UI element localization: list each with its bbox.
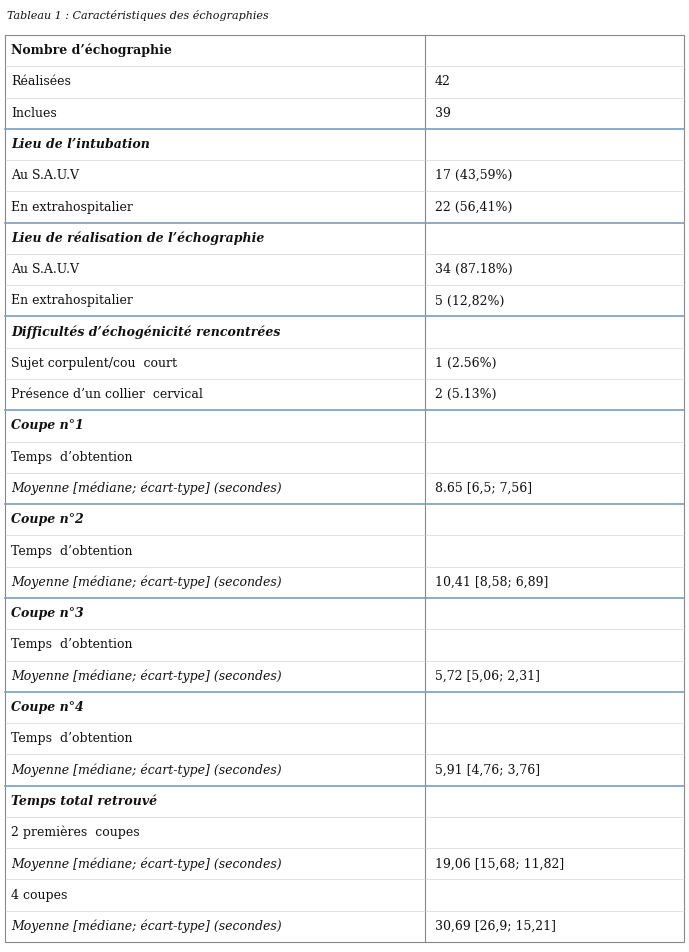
- Text: 5,91 [4,76; 3,76]: 5,91 [4,76; 3,76]: [435, 764, 540, 777]
- Text: Inclues: Inclues: [11, 107, 56, 120]
- Text: Au S.A.U.V: Au S.A.U.V: [11, 263, 79, 276]
- Text: 5,72 [5,06; 2,31]: 5,72 [5,06; 2,31]: [435, 669, 540, 683]
- Text: Nombre d’échographie: Nombre d’échographie: [11, 44, 172, 57]
- Text: Coupe n°4: Coupe n°4: [11, 701, 84, 714]
- Text: En extrahospitalier: En extrahospitalier: [11, 201, 133, 213]
- Text: Moyenne [médiane; écart-type] (secondes): Moyenne [médiane; écart-type] (secondes): [11, 764, 282, 777]
- Text: Moyenne [médiane; écart-type] (secondes): Moyenne [médiane; écart-type] (secondes): [11, 857, 282, 870]
- Text: Temps total retrouvé: Temps total retrouvé: [11, 795, 157, 808]
- Text: Temps  d’obtention: Temps d’obtention: [11, 732, 132, 745]
- Text: Difficultés d’échogénicité rencontrées: Difficultés d’échogénicité rencontrées: [11, 326, 280, 339]
- Text: Coupe n°1: Coupe n°1: [11, 420, 84, 432]
- Text: Coupe n°3: Coupe n°3: [11, 607, 84, 620]
- Text: Tableau 1 : Caractéristiques des échographies: Tableau 1 : Caractéristiques des échogra…: [7, 10, 269, 21]
- Text: 4 coupes: 4 coupes: [11, 888, 68, 902]
- Text: Sujet corpulent/cou  court: Sujet corpulent/cou court: [11, 357, 177, 370]
- Text: Moyenne [médiane; écart-type] (secondes): Moyenne [médiane; écart-type] (secondes): [11, 920, 282, 933]
- Text: Présence d’un collier  cervical: Présence d’un collier cervical: [11, 388, 203, 401]
- Text: 8.65 [6,5; 7,56]: 8.65 [6,5; 7,56]: [435, 482, 532, 495]
- Text: Temps  d’obtention: Temps d’obtention: [11, 450, 132, 464]
- Text: Lieu de l’intubation: Lieu de l’intubation: [11, 138, 150, 151]
- Text: 5 (12,82%): 5 (12,82%): [435, 294, 504, 307]
- Text: Au S.A.U.V: Au S.A.U.V: [11, 169, 79, 182]
- Text: Moyenne [médiane; écart-type] (secondes): Moyenne [médiane; écart-type] (secondes): [11, 482, 282, 495]
- Text: Réalisées: Réalisées: [11, 75, 71, 89]
- Text: Temps  d’obtention: Temps d’obtention: [11, 545, 132, 558]
- Text: Temps  d’obtention: Temps d’obtention: [11, 639, 132, 651]
- Text: 39: 39: [435, 107, 451, 120]
- Text: 34 (87.18%): 34 (87.18%): [435, 263, 513, 276]
- Text: 2 (5.13%): 2 (5.13%): [435, 388, 497, 401]
- Text: 10,41 [8,58; 6,89]: 10,41 [8,58; 6,89]: [435, 576, 548, 589]
- Text: En extrahospitalier: En extrahospitalier: [11, 294, 133, 307]
- Text: 30,69 [26,9; 15,21]: 30,69 [26,9; 15,21]: [435, 920, 556, 933]
- Text: 2 premières  coupes: 2 premières coupes: [11, 825, 140, 840]
- Text: 1 (2.56%): 1 (2.56%): [435, 357, 497, 370]
- Text: Lieu de réalisation de l’échographie: Lieu de réalisation de l’échographie: [11, 231, 265, 245]
- Text: 42: 42: [435, 75, 451, 89]
- Text: Moyenne [médiane; écart-type] (secondes): Moyenne [médiane; écart-type] (secondes): [11, 669, 282, 683]
- Text: 22 (56,41%): 22 (56,41%): [435, 201, 513, 213]
- Text: 17 (43,59%): 17 (43,59%): [435, 169, 513, 182]
- Text: 19,06 [15,68; 11,82]: 19,06 [15,68; 11,82]: [435, 858, 564, 870]
- Text: Moyenne [médiane; écart-type] (secondes): Moyenne [médiane; écart-type] (secondes): [11, 576, 282, 589]
- Text: Coupe n°2: Coupe n°2: [11, 513, 84, 526]
